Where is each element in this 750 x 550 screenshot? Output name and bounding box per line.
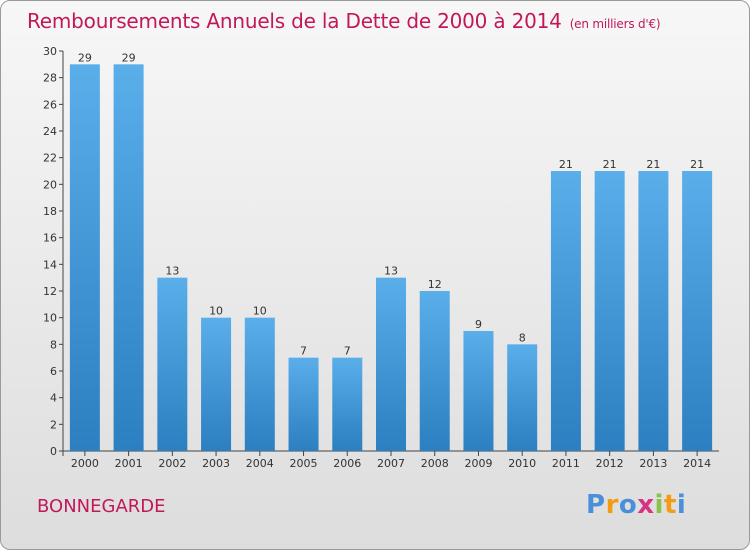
x-tick-label: 2014 (683, 457, 711, 470)
bar-2014 (682, 171, 713, 451)
x-tick-label: 2008 (421, 457, 449, 470)
y-tick-label: 12 (43, 285, 57, 298)
bar-2012 (594, 171, 625, 451)
data-label-2014: 21 (690, 158, 704, 171)
bar-2008 (419, 291, 450, 451)
data-label-2003: 10 (209, 305, 223, 318)
x-tick-label: 2010 (508, 457, 536, 470)
chart-subtitle: (en milliers d'€) (569, 17, 661, 31)
y-tick-label: 20 (43, 178, 57, 191)
x-tick-label: 2004 (246, 457, 274, 470)
y-tick-label: 26 (43, 98, 57, 111)
data-label-2013: 21 (646, 158, 660, 171)
bar-2000 (69, 64, 100, 452)
x-tick-label: 2002 (158, 457, 186, 470)
x-tick-label: 2007 (377, 457, 405, 470)
y-tick-label: 28 (43, 72, 57, 85)
bar-2002 (157, 277, 188, 451)
bars (69, 64, 713, 452)
commune-name: BONNEGARDE (37, 496, 166, 517)
y-tick-label: 14 (43, 258, 57, 271)
logo-letter: o (618, 490, 638, 520)
title-text: Remboursements Annuels de la Dette de 20… (27, 9, 562, 33)
data-label-2005: 7 (300, 345, 307, 358)
y-tick-label: 10 (43, 312, 57, 325)
x-tick-label: 2000 (71, 457, 99, 470)
chart-title: Remboursements Annuels de la Dette de 20… (27, 9, 661, 33)
bar-2013 (638, 171, 669, 451)
y-tick-label: 2 (50, 418, 57, 431)
bar-2007 (376, 277, 406, 451)
y-tick-label: 24 (43, 125, 57, 138)
data-label-2011: 21 (559, 158, 573, 171)
logo-letter: i (676, 490, 687, 520)
logo-letter: i (654, 490, 664, 520)
bar-2005 (288, 357, 319, 451)
x-tick-label: 2011 (552, 457, 580, 470)
bar-2001 (113, 64, 144, 452)
x-tick-label: 2005 (290, 457, 318, 470)
data-label-2004: 10 (253, 305, 267, 318)
y-tick-label: 22 (43, 152, 57, 165)
x-axis: 2000 2001 2002 2003 2004 2005 2006 2007 2008 2009… (59, 450, 719, 470)
data-label-2001: 29 (122, 51, 136, 64)
x-tick-label: 2013 (639, 457, 667, 470)
y-tick-label: 18 (43, 205, 57, 218)
logo-letter: P (586, 490, 606, 520)
data-label-2009: 9 (475, 318, 482, 331)
logo-letter: r (605, 490, 619, 520)
y-tick-label: 0 (50, 445, 57, 458)
data-label-2006: 7 (344, 345, 351, 358)
data-label-2007: 13 (384, 265, 398, 278)
bar-2009 (463, 331, 494, 451)
x-tick-label: 2001 (115, 457, 143, 470)
bar-2004 (244, 317, 275, 451)
y-tick-label: 8 (50, 338, 57, 351)
x-tick-label: 2003 (202, 457, 230, 470)
x-tick-label: 2012 (596, 457, 624, 470)
proxiti-logo[interactable]: Proxiti (586, 490, 686, 520)
y-tick-label: 30 (43, 45, 57, 58)
data-label-2012: 21 (603, 158, 617, 171)
x-tick-label: 2006 (333, 457, 361, 470)
data-label-2000: 29 (78, 51, 92, 64)
data-label-2008: 12 (428, 278, 442, 291)
bar-2011 (550, 171, 581, 451)
logo-letter: x (637, 490, 655, 520)
bar-2006 (332, 357, 363, 451)
y-tick-label: 16 (43, 232, 57, 245)
y-tick-label: 6 (50, 365, 57, 378)
data-label-2010: 8 (519, 331, 526, 344)
bar-2010 (507, 344, 538, 451)
data-label-2002: 13 (165, 265, 179, 278)
bar-2003 (201, 317, 232, 451)
logo-letter: t (663, 490, 677, 520)
x-tick-label: 2009 (464, 457, 492, 470)
y-tick-label: 4 (50, 392, 57, 405)
data-labels: 29 29 13 10 10 7 7 13 12 9 8 21 21 21 21 (78, 51, 704, 357)
